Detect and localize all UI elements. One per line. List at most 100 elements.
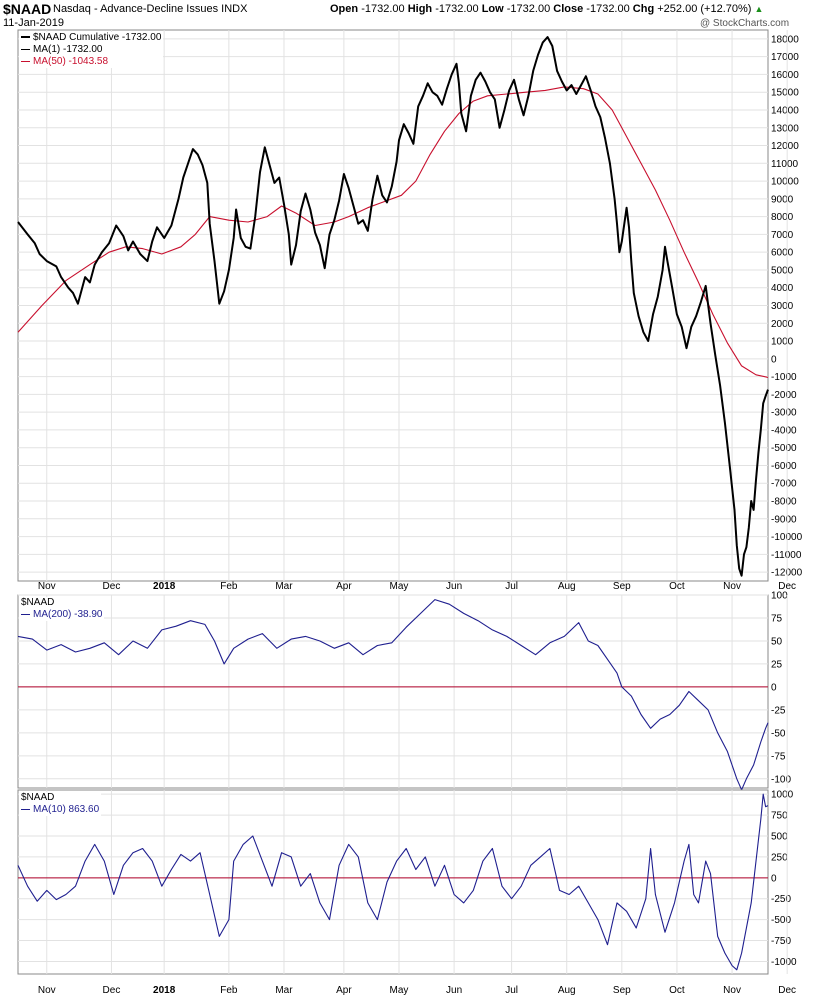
y-tick-label: -250 bbox=[771, 894, 791, 905]
y-tick-label: 14000 bbox=[771, 105, 799, 116]
x-tick-label: Jul bbox=[505, 581, 518, 592]
x-tick-label: Aug bbox=[558, 985, 576, 996]
legend-entry-ma200: MA(200) -38.90 bbox=[21, 609, 102, 621]
y-tick-label: -1000 bbox=[771, 957, 797, 968]
legend-entry-ma50: MA(50) -1043.58 bbox=[21, 56, 161, 68]
y-tick-label: 12000 bbox=[771, 141, 799, 152]
y-tick-label: -500 bbox=[771, 915, 791, 926]
y-tick-label: 8000 bbox=[771, 212, 794, 223]
open-value: -1732.00 bbox=[361, 3, 405, 15]
y-tick-label: -9000 bbox=[771, 514, 797, 525]
x-tick-label: Apr bbox=[336, 985, 352, 996]
y-tick-label: -3000 bbox=[771, 408, 797, 419]
legend-entry-cumulative: $NAAD Cumulative -1732.00 bbox=[21, 32, 161, 44]
indicator-2-legend: $NAAD MA(10) 863.60 bbox=[19, 792, 102, 816]
legend-swatch-black bbox=[21, 36, 30, 39]
x-tick-label: Oct bbox=[669, 581, 685, 592]
y-tick-label: 25 bbox=[771, 659, 783, 670]
x-tick-label: Feb bbox=[220, 581, 238, 592]
legend-label-ma200: MA(200) -38.90 bbox=[33, 609, 103, 620]
x-tick-label: Dec bbox=[103, 985, 121, 996]
y-tick-label: -25 bbox=[771, 705, 786, 716]
y-tick-label: 16000 bbox=[771, 70, 799, 81]
x-tick-label: Dec bbox=[103, 581, 121, 592]
x-tick-label: 2018 bbox=[153, 985, 176, 996]
y-tick-label: 750 bbox=[771, 811, 788, 822]
x-tick-label: Mar bbox=[275, 581, 293, 592]
y-tick-label: 50 bbox=[771, 636, 783, 647]
chg-label: Chg bbox=[632, 3, 655, 15]
x-tick-label: May bbox=[390, 985, 409, 996]
y-tick-label: 250 bbox=[771, 852, 788, 863]
legend-label-ma1: MA(1) -1732.00 bbox=[33, 44, 103, 55]
y-tick-label: -11000 bbox=[771, 550, 802, 561]
indicator-1-legend: $NAAD MA(200) -38.90 bbox=[19, 597, 105, 621]
y-tick-label: 13000 bbox=[771, 123, 799, 134]
open-label: Open bbox=[330, 3, 359, 15]
y-tick-label: 3000 bbox=[771, 301, 794, 312]
symbol: $NAAD bbox=[3, 1, 52, 17]
y-tick-label: -8000 bbox=[771, 497, 797, 508]
y-tick-label: 1000 bbox=[771, 790, 794, 801]
legend-swatch-black-thin bbox=[21, 48, 30, 50]
y-tick-label: -1000 bbox=[771, 372, 797, 383]
y-tick-label: 18000 bbox=[771, 34, 799, 45]
y-tick-label: -50 bbox=[771, 728, 786, 739]
y-tick-label: 0 bbox=[771, 873, 777, 884]
high-label: High bbox=[407, 3, 433, 15]
x-tick-label: Nov bbox=[723, 581, 741, 592]
chg-value: +252.00 (+12.70%) bbox=[657, 3, 752, 15]
x-tick-label: 2018 bbox=[153, 581, 176, 592]
y-tick-label: -75 bbox=[771, 751, 786, 762]
y-tick-label: -7000 bbox=[771, 479, 797, 490]
y-tick-label: 17000 bbox=[771, 52, 799, 63]
x-tick-label: Sep bbox=[613, 581, 631, 592]
x-tick-label: Dec bbox=[778, 581, 796, 592]
main-legend: $NAAD Cumulative -1732.00 MA(1) -1732.00… bbox=[19, 32, 164, 68]
x-tick-label: Sep bbox=[613, 985, 631, 996]
y-tick-label: -2000 bbox=[771, 390, 797, 401]
x-tick-label: Jun bbox=[446, 581, 462, 592]
y-tick-label: 100 bbox=[771, 591, 788, 602]
y-tick-label: 5000 bbox=[771, 265, 794, 276]
y-tick-label: 0 bbox=[771, 354, 777, 365]
y-tick-label: 15000 bbox=[771, 88, 799, 99]
y-tick-label: 500 bbox=[771, 832, 788, 843]
x-tick-label: Dec bbox=[778, 985, 796, 996]
y-tick-label: -5000 bbox=[771, 443, 797, 454]
legend-label-ma10: MA(10) 863.60 bbox=[33, 804, 100, 815]
symbol-name: Nasdaq - Advance-Decline Issues INDX bbox=[53, 3, 247, 15]
close-value: -1732.00 bbox=[586, 3, 630, 15]
panel-2-frame bbox=[17, 789, 769, 975]
exchange: INDX bbox=[221, 3, 248, 15]
legend-swatch-blue-1 bbox=[21, 613, 30, 615]
symbol-description: Nasdaq - Advance-Decline Issues bbox=[53, 3, 219, 15]
legend-swatch-blue-2 bbox=[21, 808, 30, 810]
legend-entry-ma1: MA(1) -1732.00 bbox=[21, 44, 161, 56]
series-line-ma-200- bbox=[17, 599, 769, 791]
legend-label-naad-1: $NAAD bbox=[21, 597, 55, 608]
stockcharts-credit: @ StockCharts.com bbox=[700, 18, 790, 29]
x-tick-label: May bbox=[390, 581, 409, 592]
high-value: -1732.00 bbox=[435, 3, 479, 15]
y-tick-label: 7000 bbox=[771, 230, 794, 241]
x-tick-label: Nov bbox=[723, 985, 741, 996]
y-tick-label: 1000 bbox=[771, 337, 794, 348]
y-tick-label: 11000 bbox=[771, 159, 799, 170]
up-arrow-icon: ▲ bbox=[754, 4, 764, 14]
y-tick-label: -6000 bbox=[771, 461, 797, 472]
x-tick-label: Jul bbox=[505, 985, 518, 996]
x-tick-label: Apr bbox=[336, 581, 352, 592]
y-tick-label: 2000 bbox=[771, 319, 794, 330]
series-line-ma-50- bbox=[17, 86, 769, 378]
y-tick-label: 9000 bbox=[771, 194, 794, 205]
y-tick-label: -100 bbox=[771, 774, 791, 785]
x-tick-label: Jun bbox=[446, 985, 462, 996]
x-tick-label: Oct bbox=[669, 985, 685, 996]
x-tick-label: Nov bbox=[38, 985, 56, 996]
low-label: Low bbox=[481, 3, 504, 15]
low-value: -1732.00 bbox=[506, 3, 551, 15]
y-tick-label: -750 bbox=[771, 936, 791, 947]
legend-entry-naad-2: $NAAD bbox=[21, 792, 99, 804]
